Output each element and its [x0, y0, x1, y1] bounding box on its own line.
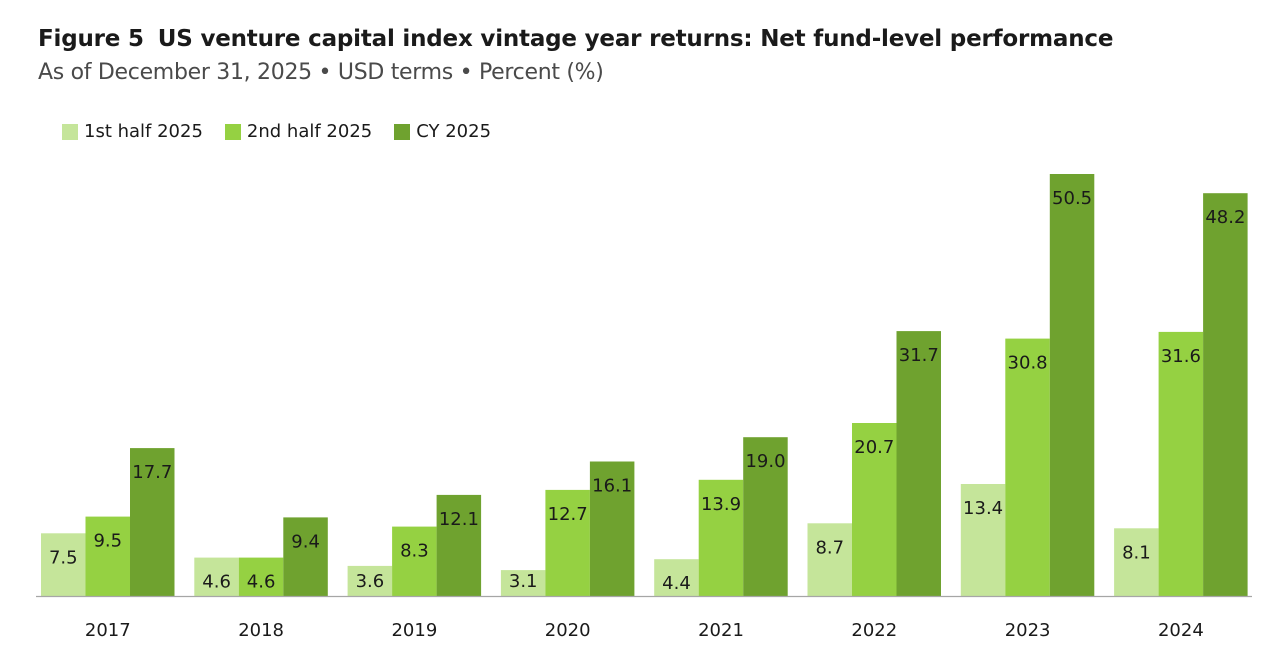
data-label-2022-series-2: 20.7: [854, 437, 894, 458]
legend-item-cy: CY 2025: [394, 121, 491, 142]
bar-2023-series-3: [1049, 174, 1095, 596]
x-tick-label-2017: 2017: [85, 620, 131, 641]
bar-2021-series-2: [698, 479, 744, 596]
data-label-2019-series-1: 3.6: [356, 571, 385, 592]
bar-2024-series-3: [1203, 193, 1248, 596]
legend-swatch-1st-half: [62, 123, 78, 140]
data-label-2018-series-3: 9.4: [291, 531, 320, 552]
legend-swatch-2nd-half: [224, 123, 241, 140]
legend-label-1st-half: 1st half 2025: [84, 121, 203, 142]
bar-2022-series-1: [807, 523, 852, 596]
data-label-2018-series-1: 4.6: [202, 572, 231, 593]
data-label-2020-series-2: 12.7: [548, 504, 588, 525]
data-label-2021-series-2: 13.9: [701, 494, 741, 515]
bar-2024-series-1: [1114, 528, 1159, 596]
x-tick-label-2023: 2023: [1005, 620, 1051, 641]
bar-2022-series-2: [852, 423, 897, 596]
data-label-2021-series-1: 4.4: [662, 573, 691, 594]
data-label-2024-series-2: 31.6: [1161, 346, 1201, 367]
x-tick-label-2020: 2020: [545, 620, 591, 641]
x-tick-label-2024: 2024: [1158, 620, 1204, 641]
data-label-2019-series-3: 12.1: [439, 509, 479, 530]
legend-item-2nd-half: 2nd half 2025: [224, 121, 373, 142]
bar-2021-series-1: [654, 559, 699, 596]
data-label-2019-series-2: 8.3: [400, 541, 429, 562]
chart-title-text: US venture capital index vintage year re…: [157, 26, 1114, 52]
data-label-2022-series-1: 8.7: [815, 537, 844, 558]
bar-2023-series-1: [960, 484, 1006, 596]
bar-2017-series-3: [130, 448, 175, 596]
data-label-2023-series-3: 50.5: [1052, 188, 1092, 209]
bar-2017-series-2: [85, 516, 130, 596]
bar-2018-series-1: [194, 557, 239, 596]
data-label-2017-series-1: 7.5: [49, 547, 78, 568]
chart-title: Figure 5 US venture capital index vintage…: [38, 26, 1113, 52]
data-label-2024-series-1: 8.1: [1122, 542, 1151, 563]
legend-swatch-cy: [394, 123, 411, 140]
figure-header: Figure 5 US venture capital index vintage…: [38, 26, 1113, 85]
bar-2022-series-3: [896, 331, 941, 596]
data-label-2017-series-2: 9.5: [93, 531, 122, 552]
bar-2021-series-3: [743, 437, 788, 596]
bar-2020-series-2: [545, 489, 590, 596]
bar-2018-series-3: [283, 517, 328, 596]
bar-2019-series-1: [347, 565, 393, 596]
bar-2020-series-1: [500, 570, 546, 596]
bar-2018-series-2: [238, 557, 284, 596]
data-label-2020-series-3: 16.1: [592, 476, 632, 497]
legend-label-2nd-half: 2nd half 2025: [246, 121, 373, 142]
data-label-2018-series-2: 4.6: [247, 572, 276, 593]
x-tick-label-2022: 2022: [851, 620, 897, 641]
bar-2020-series-3: [589, 461, 635, 596]
data-label-2023-series-2: 30.8: [1008, 353, 1048, 374]
x-tick-label-2018: 2018: [238, 620, 284, 641]
data-label-2017-series-3: 17.7: [132, 462, 172, 483]
data-label-2020-series-1: 3.1: [509, 571, 538, 592]
bar-2019-series-2: [392, 526, 437, 596]
data-label-2023-series-1: 13.4: [963, 498, 1003, 519]
data-label-2024-series-3: 48.2: [1205, 207, 1245, 228]
legend-label-cy: CY 2025: [416, 121, 492, 142]
data-label-2022-series-3: 31.7: [899, 345, 939, 366]
bar-2023-series-2: [1005, 338, 1050, 596]
data-label-2021-series-3: 19.0: [745, 451, 785, 472]
figure-number: Figure 5: [38, 26, 144, 52]
legend-item-1st-half: 1st half 2025: [62, 121, 203, 142]
bar-2017-series-1: [41, 533, 86, 596]
bar-2024-series-2: [1158, 331, 1204, 596]
bar-2019-series-3: [436, 494, 482, 596]
x-tick-label-2021: 2021: [698, 620, 744, 641]
x-tick-label-2019: 2019: [391, 620, 437, 641]
chart-legend: 1st half 2025 2nd half 2025 CY 2025: [62, 121, 491, 142]
chart-subtitle: As of December 31, 2025 • USD terms • Pe…: [38, 60, 604, 85]
